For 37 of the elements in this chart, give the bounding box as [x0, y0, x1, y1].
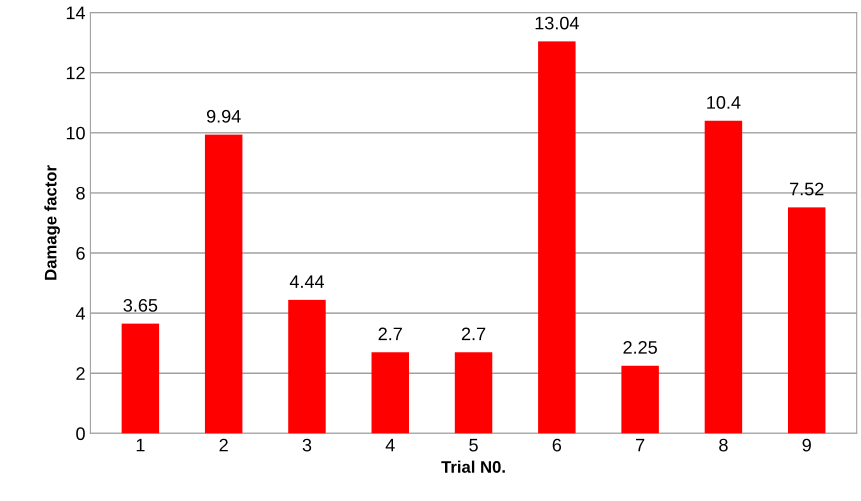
y-tick-label: 8	[76, 186, 85, 200]
x-tick-label: 9	[802, 438, 811, 452]
bar	[788, 207, 826, 434]
bar	[122, 324, 160, 434]
data-label: 9.94	[206, 110, 241, 123]
x-tick-label: 8	[719, 438, 728, 452]
y-axis-title: Damage factor	[44, 165, 60, 280]
x-tick-label: 4	[386, 438, 395, 452]
data-label: 2.7	[378, 328, 402, 340]
bar	[454, 352, 492, 434]
y-tick-label: 10	[66, 126, 85, 140]
y-tick-label: 2	[76, 367, 85, 380]
x-tick-label: 5	[469, 438, 478, 452]
x-tick-label: 2	[220, 438, 228, 452]
bar	[372, 352, 409, 434]
x-tick-label: 6	[552, 438, 562, 452]
bar	[538, 41, 576, 434]
data-label: 7.52	[790, 182, 824, 196]
data-label: 2.7	[462, 328, 486, 340]
y-tick-label: 12	[66, 66, 85, 80]
x-axis-title: Trial N0.	[441, 460, 505, 473]
y-tick-label: 14	[66, 6, 86, 20]
data-label: 2.25	[623, 341, 657, 354]
y-tick-label: 4	[76, 307, 86, 320]
y-tick-label: 6	[76, 246, 85, 260]
data-label: 10.4	[707, 96, 740, 109]
data-label: 4.44	[290, 275, 324, 288]
bar	[704, 120, 742, 434]
bar	[204, 134, 242, 434]
x-tick-label: 1	[136, 438, 145, 452]
x-tick-label: 7	[636, 438, 644, 452]
y-tick-label: 0	[76, 427, 85, 440]
data-label: 13.04	[536, 16, 579, 30]
x-tick-label: 3	[302, 438, 312, 452]
bar	[288, 300, 326, 434]
data-label: 3.65	[124, 298, 158, 312]
bar	[621, 366, 659, 434]
